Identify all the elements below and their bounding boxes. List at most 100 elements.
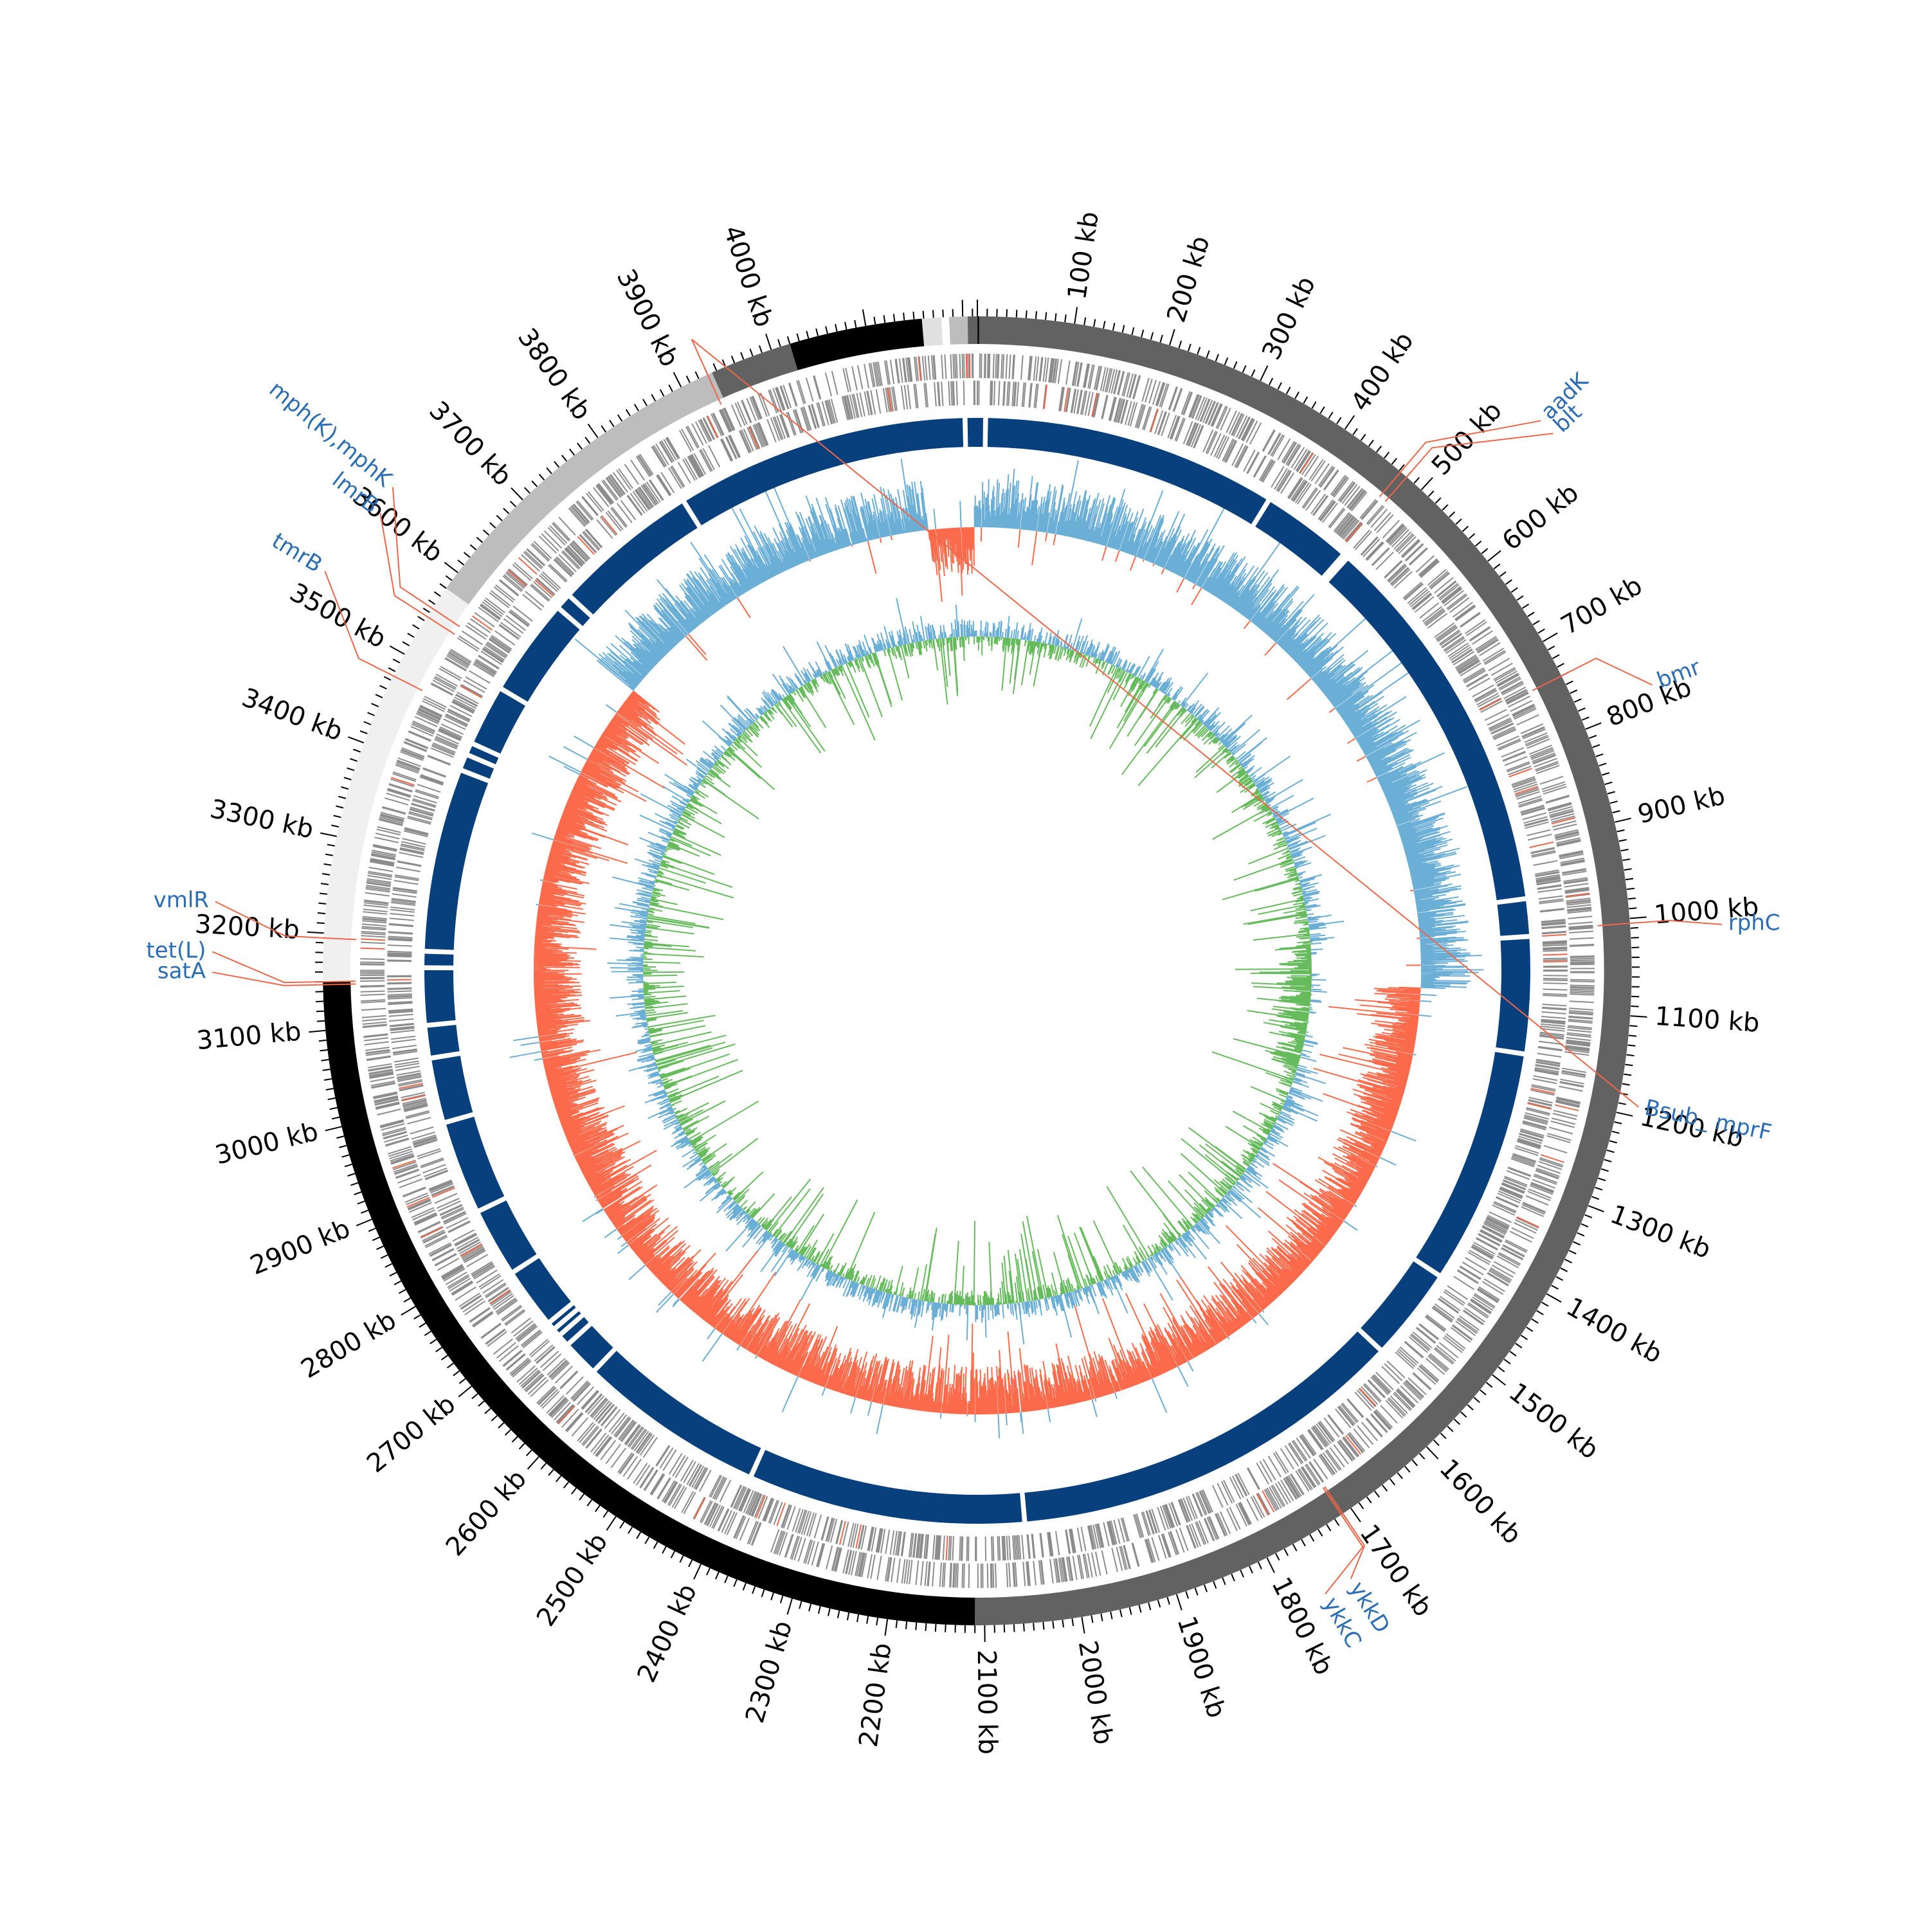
gc-skew-track xyxy=(607,598,1345,1345)
gc-content-track xyxy=(509,458,1484,1439)
gene-leader-line xyxy=(1379,420,1541,498)
outer-segment-10 xyxy=(967,316,977,345)
tick-label: 500 kb xyxy=(1426,396,1508,481)
gene-leader-line xyxy=(1597,919,1722,926)
contig-block xyxy=(431,1056,473,1121)
tick-label: 3100 kb xyxy=(195,1016,303,1056)
contig-block xyxy=(424,772,489,950)
contig-block xyxy=(1024,1331,1379,1522)
contig-block xyxy=(462,757,494,779)
tick-label: 3300 kb xyxy=(208,794,316,845)
contig-block xyxy=(561,598,590,626)
contig-block xyxy=(474,691,525,754)
tick-label: 2000 kb xyxy=(1073,1639,1118,1747)
tick-label: 200 kb xyxy=(1161,233,1215,326)
contig-block xyxy=(514,1258,571,1320)
outer-ideogram-ring xyxy=(322,316,1632,1625)
gene-leader-line xyxy=(691,339,1640,1108)
tick-label: 3000 kb xyxy=(212,1117,321,1170)
contig-block xyxy=(562,1317,589,1342)
gene-label: vmlR xyxy=(154,887,209,913)
tick-label: 2200 kb xyxy=(854,1641,898,1749)
tick-label: 2900 kb xyxy=(246,1214,354,1281)
tick-label: 700 kb xyxy=(1556,571,1647,641)
outer-segment-9 xyxy=(949,316,968,345)
contig-block xyxy=(570,1326,613,1369)
gene-leader-line xyxy=(324,570,423,691)
outer-segment-3 xyxy=(322,588,469,982)
contig-block xyxy=(551,1305,576,1326)
tick-label: 100 kb xyxy=(1062,210,1105,302)
gc-content-positive xyxy=(509,458,1484,1439)
contig-block xyxy=(503,610,580,702)
gene-label: tet(L) xyxy=(146,938,206,964)
outer-segment-4 xyxy=(446,372,723,605)
contig-block xyxy=(469,746,499,764)
tick-label: 3800 kb xyxy=(512,323,597,426)
gene-label: mph(K),mphK xyxy=(264,376,397,492)
tick-label: 3200 kb xyxy=(194,910,300,945)
feature-track xyxy=(359,353,1595,1589)
contig-block xyxy=(1416,1052,1524,1274)
gene-leader-line xyxy=(379,513,455,635)
tick-label: 400 kb xyxy=(1345,327,1419,417)
scale-ticks xyxy=(307,300,1647,1642)
contig-block xyxy=(1497,901,1530,936)
gene-label: tmrB xyxy=(267,528,327,578)
tick-label: 3700 kb xyxy=(423,396,517,492)
tick-label: 1400 kb xyxy=(1561,1292,1667,1369)
gene-leader-line xyxy=(1532,657,1653,691)
tick-label: 300 kb xyxy=(1256,272,1321,365)
outer-segment-7 xyxy=(921,317,943,347)
contig-block xyxy=(753,1450,1022,1524)
gene-leader-line xyxy=(212,971,356,986)
outer-segment-6 xyxy=(790,318,925,370)
outer-segment-5 xyxy=(712,343,798,398)
contig-block xyxy=(557,1311,581,1333)
gene-leader-line xyxy=(1384,433,1553,502)
contig-block xyxy=(480,1200,537,1270)
contig-block xyxy=(427,1024,460,1056)
tick-marks xyxy=(307,300,1647,1642)
tick-label: 1500 kb xyxy=(1503,1377,1604,1465)
gene-leader-line xyxy=(215,901,357,941)
gc-skew-positive xyxy=(607,598,1345,1345)
gc-skew-negative xyxy=(642,636,1312,1306)
contig-block xyxy=(1361,1261,1438,1348)
tick-label: 2400 kb xyxy=(631,1580,703,1687)
gene-leader-line xyxy=(212,951,356,984)
gene-leader-line xyxy=(392,487,460,627)
tick-label: 1600 kb xyxy=(1434,1454,1527,1550)
tick-label: 3900 kb xyxy=(611,265,685,372)
tick-label: 2100 kb xyxy=(972,1650,1002,1755)
contig-block xyxy=(987,418,1267,525)
feature-ticks xyxy=(359,353,1595,1589)
outer-segment-0 xyxy=(977,316,980,344)
contig-block xyxy=(1328,560,1526,901)
contig-block xyxy=(977,418,983,447)
tick-label: 1300 kb xyxy=(1606,1200,1715,1265)
gene-leader-line xyxy=(1324,1486,1366,1580)
tick-label: 1900 kb xyxy=(1171,1612,1231,1721)
tick-label: 4000 kb xyxy=(718,222,779,330)
tick-label: 2600 kb xyxy=(440,1464,532,1562)
contig-block xyxy=(967,418,977,447)
contig-block xyxy=(424,970,456,1023)
tick-label: 2700 kb xyxy=(361,1389,461,1479)
tick-label: 3400 kb xyxy=(238,683,347,747)
tick-label: 1800 kb xyxy=(1265,1573,1338,1680)
contig-block xyxy=(686,418,964,526)
contig-block xyxy=(1255,501,1341,576)
tick-label: 1100 kb xyxy=(1654,1002,1761,1038)
gene-leader-line xyxy=(1322,1487,1364,1594)
contig-block xyxy=(446,1116,505,1209)
contig-block xyxy=(1496,939,1531,1052)
tick-label: 900 kb xyxy=(1635,781,1728,829)
tick-label: 2500 kb xyxy=(531,1528,613,1631)
contig-block xyxy=(596,1351,761,1475)
gene-label: rphC xyxy=(1728,910,1780,936)
tick-label: 2800 kb xyxy=(296,1305,402,1384)
gene-label: satA xyxy=(158,959,206,984)
